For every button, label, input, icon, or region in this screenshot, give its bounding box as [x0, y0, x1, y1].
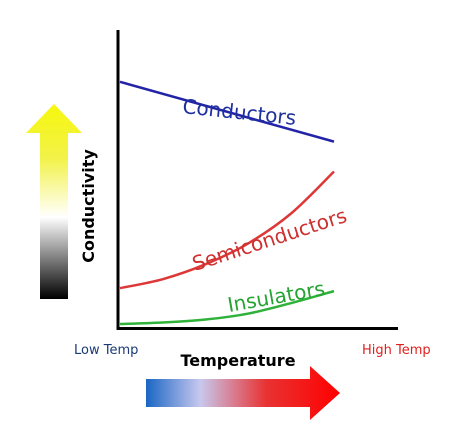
conductors-line	[119, 80, 335, 143]
conductivity-arrow	[26, 104, 82, 299]
y-axis-label: Conductivity	[79, 149, 98, 263]
conductors-label: Conductors	[181, 94, 297, 130]
semiconductors-line	[119, 170, 335, 290]
insulators-label: Insulators	[226, 276, 327, 317]
insulators-line	[119, 289, 335, 326]
high-temp-label: High Temp	[362, 343, 431, 358]
temperature-arrow	[146, 366, 340, 420]
x-axis-label: Temperature	[180, 351, 295, 370]
semiconductors-label: Semiconductors	[189, 203, 350, 276]
low-temp-label: Low Temp	[74, 343, 138, 358]
